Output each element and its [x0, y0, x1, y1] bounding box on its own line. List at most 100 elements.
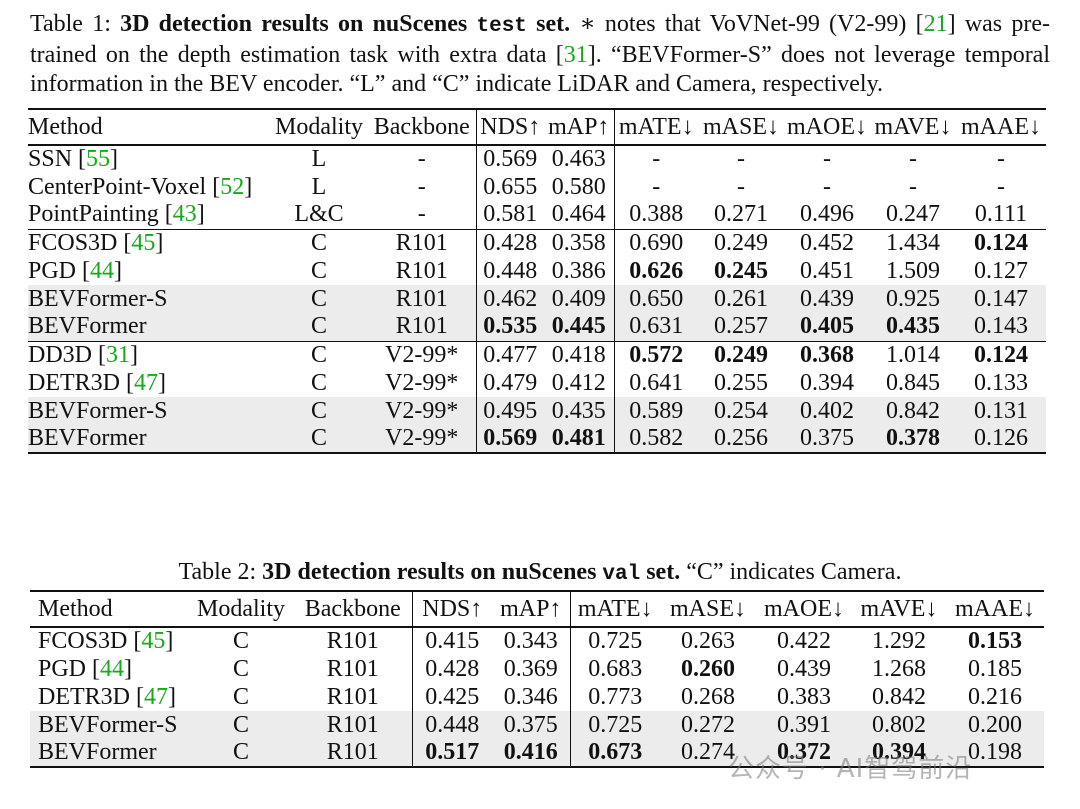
results-table-val: Method Modality Backbone NDS↑ mAP↑ mATE↓… [30, 590, 1044, 768]
map-cell: 0.435 [551, 397, 606, 424]
backbone-cell: R101 [326, 628, 379, 654]
maoe-cell: - [823, 146, 831, 172]
mase-cell: - [737, 146, 745, 172]
mase-cell: 0.257 [714, 313, 768, 340]
header-cell: mAAE↓ [955, 595, 1035, 622]
mase-cell: 0.256 [714, 425, 768, 451]
watermark-logo: 公众号 · AI智驾前沿 [728, 754, 973, 784]
citation-link[interactable]: 47 [134, 369, 158, 396]
mave-cell: 0.394 [872, 739, 926, 765]
backbone-cell: R101 [326, 683, 379, 710]
method-cell: BEVFormer [28, 425, 147, 451]
maae-cell: 0.143 [974, 313, 1028, 340]
map-cell: 0.418 [551, 341, 606, 368]
mave-cell: 1.268 [872, 655, 926, 682]
method-cell: FCOS3D [45] [38, 628, 174, 654]
method-cell: PointPainting [43] [28, 201, 205, 228]
mate-cell: 0.673 [569, 739, 660, 767]
backbone-cell: R101 [395, 313, 448, 340]
citation-link[interactable]: 43 [172, 201, 197, 228]
map-cell: 0.412 [551, 369, 606, 396]
citation-link[interactable]: 44 [100, 655, 125, 682]
maoe-cell: 0.422 [777, 628, 831, 654]
maae-cell: 0.127 [974, 257, 1028, 284]
maoe-cell: 0.391 [777, 711, 831, 738]
caption-label: Table 2: [178, 559, 257, 585]
modality-cell: L [311, 173, 327, 200]
citation-link[interactable]: 45 [141, 628, 166, 654]
modality-cell: C [232, 711, 249, 738]
mase-cell: 0.249 [714, 341, 768, 368]
mate-cell: 0.725 [569, 711, 660, 739]
backbone-cell: V2-99* [385, 369, 459, 396]
maoe-cell: 0.405 [800, 313, 854, 340]
maae-cell: 0.216 [968, 683, 1022, 710]
backbone-cell: R101 [326, 655, 379, 682]
map-cell: 0.481 [551, 425, 606, 451]
mate-cell: 0.582 [613, 425, 698, 453]
modality-cell: C [232, 655, 249, 682]
mase-cell: 0.260 [681, 655, 735, 682]
citation-link[interactable]: 47 [144, 683, 168, 710]
backbone-cell: V2-99* [385, 341, 459, 368]
citation-link[interactable]: 45 [131, 229, 156, 256]
table-row: FCOS3D [45] C R101 0.428 0.358 0.690 0.249 0.45… [28, 229, 1046, 257]
mate-cell: 0.641 [613, 369, 698, 397]
citation-link[interactable]: 55 [86, 146, 111, 172]
table-row: BEVFormer C V2-99* 0.569 0.481 0.582 0.256 0.37… [28, 425, 1046, 453]
citation-link[interactable]: 44 [90, 257, 115, 284]
mate-cell: 0.773 [569, 683, 660, 711]
citation-link[interactable]: 31 [563, 42, 588, 68]
method-cell: BEVFormer [38, 739, 157, 765]
map-cell: 0.375 [503, 711, 558, 738]
caption-title: 3D detection results on nuScenes val set… [262, 559, 681, 586]
maoe-cell: 0.375 [800, 425, 854, 451]
method-cell: PGD [44] [28, 257, 123, 284]
mase-cell: 0.245 [714, 257, 768, 284]
mate-cell: 0.589 [613, 397, 698, 425]
table-row: PGD [44] C R101 0.448 0.386 0.626 0.245 0.451 1.… [28, 257, 1046, 285]
table-row: BEVFormer-S C R101 0.462 0.409 0.650 0.261 0.43… [28, 285, 1046, 313]
mase-cell: 0.271 [714, 201, 768, 228]
header-cell: mATE↓ [569, 591, 660, 627]
nds-cell: 0.448 [475, 257, 544, 285]
mave-cell: 1.509 [886, 257, 940, 284]
mase-cell: 0.268 [681, 683, 735, 710]
nds-cell: 0.569 [475, 425, 544, 453]
results-table-test: Method Modality Backbone NDS↑ mAP↑ mATE↓… [28, 108, 1046, 454]
maoe-cell: 0.394 [800, 369, 854, 396]
citation-link[interactable]: 21 [923, 11, 948, 37]
header-cell: Backbone [304, 595, 401, 622]
nds-cell: 0.479 [475, 369, 544, 397]
maae-cell: 0.147 [974, 285, 1028, 312]
map-cell: 0.445 [551, 313, 606, 340]
citation-link[interactable]: 31 [106, 341, 130, 368]
table-header-row: Method Modality Backbone NDS↑ mAP↑ mATE↓… [28, 109, 1046, 145]
table-row: BEVFormer-S C V2-99* 0.495 0.435 0.589 0.254 0.… [28, 397, 1046, 425]
table-row: CenterPoint-Voxel [52] L -0.655 0.580- - - - - [28, 173, 1046, 201]
caption-title: 3D detection results on nuScenes test se… [120, 11, 571, 38]
mate-cell: 0.725 [569, 627, 660, 655]
nds-cell: 0.428 [475, 229, 544, 257]
maae-cell: 0.200 [968, 711, 1022, 738]
maae-cell: - [997, 173, 1005, 200]
table-row: BEVFormer C R101 0.517 0.416 0.673 0.274 0.372 0… [30, 739, 1044, 767]
nds-cell: 0.495 [475, 397, 544, 425]
mase-cell: - [737, 173, 745, 200]
table-row: PGD [44] C R101 0.428 0.369 0.683 0.260 0.439 1.… [30, 655, 1044, 683]
header-cell: mATE↓ [613, 109, 698, 145]
nds-cell: 0.535 [475, 313, 544, 341]
backbone-cell: V2-99* [385, 425, 459, 451]
method-cell: BEVFormer-S [28, 285, 168, 312]
mate-cell: 0.650 [613, 285, 698, 313]
maoe-cell: 0.372 [777, 739, 831, 765]
backbone-cell: R101 [395, 257, 448, 284]
mate-cell: 0.626 [613, 257, 698, 285]
mate-cell: 0.388 [613, 201, 698, 229]
mate-cell: 0.683 [569, 655, 660, 683]
backbone-cell: R101 [326, 739, 379, 765]
citation-link[interactable]: 52 [220, 173, 245, 200]
modality-cell: C [310, 425, 327, 451]
backbone-cell: R101 [326, 711, 379, 738]
table-row: PointPainting [43] L&C - 0.581 0.464 0.388 0.2… [28, 201, 1046, 229]
